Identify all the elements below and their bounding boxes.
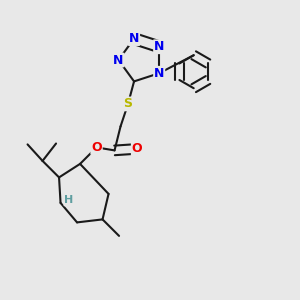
Text: O: O (132, 142, 142, 155)
Text: H: H (64, 196, 74, 206)
Text: S: S (124, 98, 133, 110)
Text: N: N (154, 40, 164, 53)
Text: N: N (129, 32, 139, 45)
Text: O: O (91, 141, 102, 154)
Text: N: N (113, 53, 124, 67)
Text: N: N (154, 67, 164, 80)
